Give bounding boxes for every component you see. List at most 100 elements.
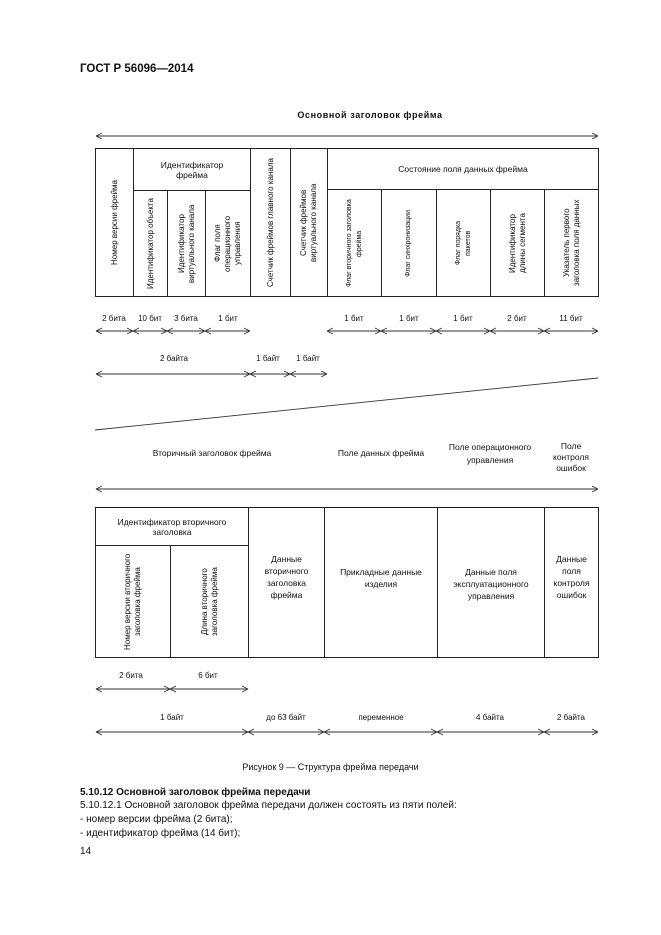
cell-sec-hdr-flag: Флаг вторичного заголовка фрейма bbox=[327, 189, 382, 297]
cell-text: Счетчик фреймов главного канала bbox=[265, 158, 275, 287]
arrow-head bbox=[166, 327, 174, 332]
arrow-head bbox=[95, 731, 103, 736]
arrow-head bbox=[160, 327, 168, 332]
ocf-label: Поле операционного управления bbox=[448, 442, 532, 465]
arrow-head bbox=[326, 330, 334, 335]
bytes-label: 2 байта bbox=[159, 354, 189, 363]
arrow-head bbox=[436, 728, 444, 733]
arrow-head bbox=[241, 688, 249, 693]
arrow-head bbox=[241, 731, 249, 736]
bits-label: 1 бит bbox=[453, 314, 473, 323]
arrow-head bbox=[283, 370, 291, 375]
secondary-header-label: Вторичный заголовок фрейма bbox=[152, 448, 272, 458]
arrow-head bbox=[169, 688, 177, 693]
arrow-head bbox=[436, 731, 444, 736]
arrow-head bbox=[543, 330, 551, 335]
arrow-head bbox=[429, 330, 437, 335]
cell-order-flag: Флаг порядка пакетов bbox=[436, 189, 491, 297]
standard-header: ГОСТ Р 56096—2014 bbox=[80, 63, 194, 75]
arrow-head bbox=[289, 370, 297, 375]
arrow-head bbox=[243, 370, 251, 375]
arrow-head bbox=[126, 327, 134, 332]
arrow-head bbox=[95, 728, 103, 733]
arrow-head bbox=[247, 728, 255, 733]
figure-top-title: Основной заголовок фрейма bbox=[297, 110, 443, 120]
body-line: - идентификатор фрейма (14 бит); bbox=[80, 828, 241, 839]
page-number: 14 bbox=[80, 846, 92, 857]
cell-text: Состояние поля данных фрейма bbox=[398, 164, 528, 174]
arrow-head bbox=[166, 330, 174, 335]
cell-text: Идентификатор объекта bbox=[145, 198, 155, 289]
arrow-head bbox=[317, 728, 325, 733]
arrow-head bbox=[591, 488, 599, 493]
cell-text: Данные вторичного заголовка фрейма bbox=[264, 554, 309, 600]
bits-label: 1 бит bbox=[344, 314, 364, 323]
diagonal-connector bbox=[94, 377, 599, 431]
cell-text: Идентификатор длины сегмента bbox=[507, 213, 527, 273]
arrow-head bbox=[126, 330, 134, 335]
bits-label: 1 бит bbox=[218, 314, 238, 323]
arrow-head bbox=[537, 728, 545, 733]
bytes-label: 1 байт bbox=[296, 354, 320, 363]
fecf-label: Поле контроля ошибок bbox=[553, 441, 589, 473]
arrow-head bbox=[289, 373, 297, 378]
body-line: - номер версии фрейма (2 бита); bbox=[80, 814, 233, 825]
arrow-head bbox=[537, 327, 545, 332]
arrow-head bbox=[430, 728, 438, 733]
arrow-head bbox=[537, 731, 545, 736]
arrow-head bbox=[95, 370, 103, 375]
bytes-label: 1 байт bbox=[160, 713, 184, 722]
arrow-head bbox=[591, 330, 599, 335]
bits-label: 1 бит bbox=[399, 314, 419, 323]
cell-seg-len-id: Идентификатор длины сегмента bbox=[490, 189, 545, 297]
arrow-head bbox=[489, 327, 497, 332]
arrow-head bbox=[95, 330, 103, 335]
cell-text: Данные поля эксплуатационного управления bbox=[453, 567, 529, 601]
arrow-head bbox=[249, 373, 257, 378]
arrow-head bbox=[537, 330, 545, 335]
cell-master-counter: Счетчик фреймов главного канала bbox=[250, 148, 291, 297]
bytes-label: до 63 байт bbox=[266, 713, 306, 722]
arrow-head bbox=[198, 330, 206, 335]
arrow-head bbox=[247, 731, 255, 736]
arrow-head bbox=[249, 370, 257, 375]
arrow-head bbox=[163, 685, 171, 690]
arrow-head bbox=[429, 327, 437, 332]
cell-sec-id: Идентификатор вторичного заголовка bbox=[95, 507, 249, 546]
arrow-head bbox=[320, 373, 328, 378]
arrow-head bbox=[323, 728, 331, 733]
cell-text: Номер версии вторичного заголовка фрейма bbox=[123, 553, 142, 650]
arrow-head bbox=[283, 373, 291, 378]
arrow-head bbox=[241, 685, 249, 690]
arrow-head bbox=[132, 330, 140, 335]
bits-label: 11 бит bbox=[559, 314, 583, 323]
bytes-label: 2 байта bbox=[556, 713, 586, 722]
cell-text: Данные поля контроля ошибок bbox=[553, 554, 590, 600]
cell-text: Идентификатор виртуального канала bbox=[176, 204, 196, 283]
cell-ocf-data: Данные поля эксплуатационного управления bbox=[437, 507, 545, 658]
cell-text: Идентификатор фрейма bbox=[160, 159, 224, 180]
arrow-head bbox=[95, 327, 103, 332]
arrow-head bbox=[483, 327, 491, 332]
bits-label: 2 бита bbox=[102, 314, 126, 323]
cell-app-data: Прикладные данные изделия bbox=[324, 507, 438, 658]
bits-label: 2 бит bbox=[507, 314, 527, 323]
arrow-head bbox=[243, 373, 251, 378]
bits-label: 6 бит bbox=[198, 671, 218, 680]
cell-text: Длина вторичного заголовка фрейма bbox=[199, 567, 219, 636]
arrow-head bbox=[169, 685, 177, 690]
arrow-head bbox=[95, 488, 103, 493]
arrow-head bbox=[95, 373, 103, 378]
arrow-head bbox=[132, 327, 140, 332]
arrow-head bbox=[326, 327, 334, 332]
section-heading: 5.10.12 Основной заголовок фрейма переда… bbox=[80, 787, 311, 798]
body-line: 5.10.12.1 Основной заголовок фрейма пере… bbox=[80, 800, 457, 811]
data-field-label: Поле данных фрейма bbox=[337, 448, 425, 458]
bits-label: 2 бита bbox=[119, 671, 143, 680]
arrow-head bbox=[204, 327, 212, 332]
figure-caption: Рисунок 9 — Структура фрейма передачи bbox=[242, 762, 419, 772]
arrow-head bbox=[483, 330, 491, 335]
cell-text: Флаг порядка пакетов bbox=[454, 220, 472, 266]
cell-vc-id: Идентификатор виртуального канала bbox=[167, 190, 206, 297]
